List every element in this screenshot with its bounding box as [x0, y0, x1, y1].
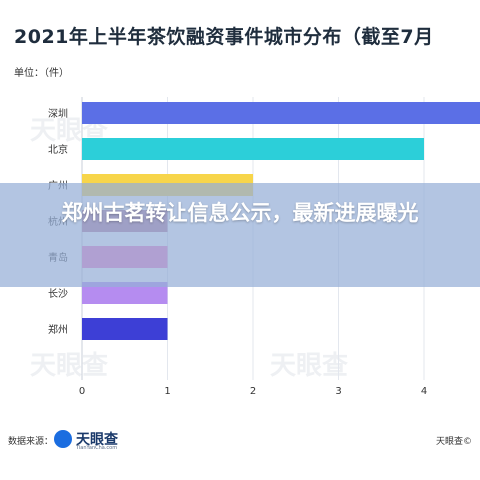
x-tick-label: 3: [335, 386, 341, 397]
logo-mark-icon: [54, 430, 72, 448]
bar: [82, 102, 480, 124]
bar: [82, 282, 168, 304]
x-tick-label: 2: [250, 386, 256, 397]
chart-title: 2021年上半年茶饮融资事件城市分布（截至7月: [14, 26, 434, 48]
x-tick-label: 0: [79, 386, 85, 397]
source-label: 数据来源：: [8, 437, 54, 447]
tianyancha-logo: 天眼查 TianYanCha.com: [54, 428, 124, 452]
watermark: 天眼查: [270, 351, 349, 381]
headline-text: 郑州古茗转让信息公示，最新进展曝光: [61, 201, 419, 225]
footer: 数据来源： 天眼查 TianYanCha.com 天眼查©: [0, 428, 480, 454]
bar: [82, 318, 168, 340]
x-tick-label: 1: [164, 386, 170, 397]
category-label: 深圳: [48, 108, 68, 120]
bar: [82, 138, 424, 160]
category-label: 北京: [48, 143, 68, 156]
watermark: 天眼查: [30, 351, 109, 381]
category-label: 长沙: [48, 288, 68, 300]
logo-sub: TianYanCha.com: [76, 445, 118, 451]
x-tick-label: 4: [421, 386, 427, 397]
brand-right: 天眼查©: [435, 437, 472, 447]
logo-name: 天眼查: [76, 432, 118, 448]
unit-label: 单位：（件）: [14, 68, 69, 79]
category-label: 郑州: [48, 323, 68, 336]
headline-banner: [0, 183, 480, 287]
